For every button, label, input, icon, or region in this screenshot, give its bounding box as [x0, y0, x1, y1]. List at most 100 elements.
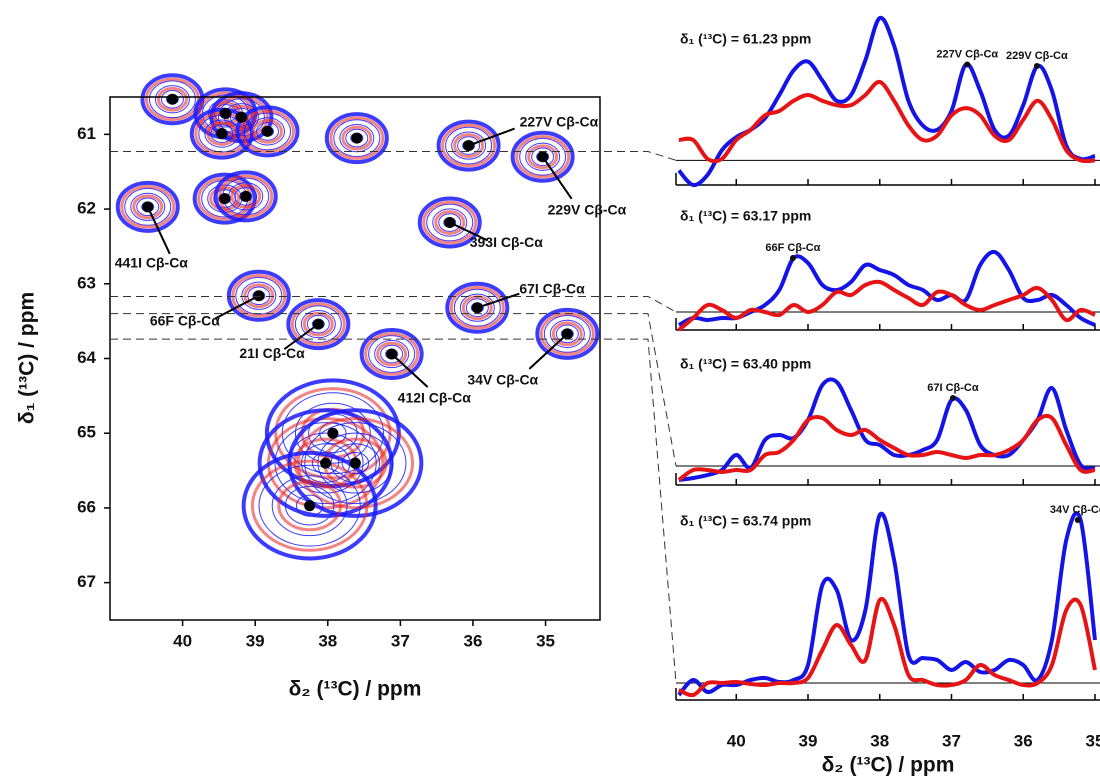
peak-dot [327, 427, 339, 439]
contour [449, 285, 505, 330]
leader-line [283, 323, 319, 350]
contour [531, 147, 555, 167]
x-tick-label: 37 [391, 631, 410, 650]
contour [243, 283, 275, 309]
peak-dot [142, 201, 154, 213]
peak-label: 34V Cβ-Cα [467, 372, 538, 388]
contour [210, 124, 234, 143]
contour [235, 105, 300, 158]
x-tick-label: 35 [1086, 731, 1100, 750]
slice-title: δ₁ (¹³C) = 63.17 ppm [680, 208, 811, 224]
contour [555, 324, 579, 344]
slice-peak-dot [964, 61, 971, 68]
contour [144, 77, 200, 122]
contour [306, 314, 330, 334]
peak-dot [471, 302, 483, 314]
leader-line [214, 294, 260, 320]
slice-peak-dot [1074, 517, 1081, 523]
spectrum-line [678, 79, 1096, 164]
spectrum-line [677, 279, 1096, 332]
peak-dot [312, 318, 324, 330]
contour [551, 321, 583, 347]
contour [290, 302, 346, 346]
contour [543, 314, 591, 353]
leader-line [468, 127, 515, 147]
slice-title: δ₁ (¹³C) = 63.40 ppm [680, 356, 811, 372]
contour [130, 192, 166, 221]
contour [376, 341, 408, 367]
contour [459, 293, 495, 322]
contour [445, 281, 510, 334]
y-tick-label: 64 [77, 348, 96, 367]
slice-peak-dot [1033, 62, 1040, 69]
contour [294, 305, 342, 344]
slice-peak-label: 227V Cβ-Cα [936, 48, 998, 60]
slice-x-axis-title: δ₂ (¹³C) / ppm [822, 754, 955, 777]
leader-line [146, 206, 171, 255]
peak-dot [561, 328, 573, 340]
leader-line [449, 221, 489, 242]
peak-dot [240, 190, 252, 202]
contour [339, 123, 375, 153]
contour [445, 126, 493, 165]
contour [247, 286, 271, 306]
contour [274, 422, 377, 505]
y-tick-label: 63 [77, 273, 96, 292]
leader-line [477, 292, 520, 309]
y-tick-label: 65 [77, 423, 96, 442]
contour [277, 480, 342, 532]
contour [436, 119, 501, 172]
slice-title: δ₁ (¹³C) = 63.74 ppm [680, 513, 811, 529]
peak-label: 21I Cβ-Cα [239, 345, 305, 361]
contour [250, 459, 369, 552]
contour [329, 116, 385, 160]
peak-label: 412I Cβ-Cα [398, 390, 472, 406]
contour [136, 197, 160, 217]
slice-position-line [110, 338, 677, 684]
x-tick-label: 38 [318, 631, 337, 650]
contour [438, 213, 462, 232]
contour [256, 122, 280, 141]
peak-label: 66F Cβ-Cα [150, 312, 220, 328]
peak-label: 229V Cβ-Cα [548, 201, 627, 217]
slice-title: δ₁ (¹³C) = 61.23 ppm [680, 31, 811, 47]
contour [120, 185, 176, 229]
peak-dot [349, 457, 361, 469]
x-tick-label: 36 [1014, 731, 1033, 750]
contour [284, 485, 335, 526]
contour [525, 142, 561, 171]
contour [124, 187, 172, 226]
slice-peak-label: 229V Cβ-Cα [1006, 50, 1068, 62]
spectrum-line [677, 413, 1096, 482]
y-tick-label: 67 [77, 572, 96, 591]
contour [154, 85, 190, 114]
contour [510, 130, 575, 183]
contour [317, 432, 394, 494]
contour [434, 210, 466, 235]
contour [453, 288, 501, 327]
contour [324, 112, 389, 165]
peak-label: 227V Cβ-Cα [520, 113, 599, 129]
contour [453, 133, 485, 158]
peak-label: 441I Cβ-Cα [115, 255, 189, 271]
contour [457, 136, 481, 155]
contour [230, 183, 262, 209]
peak-dot [262, 125, 274, 137]
contour [115, 180, 180, 233]
contour [257, 408, 394, 518]
contour [241, 281, 277, 310]
x-tick-label: 40 [173, 631, 192, 650]
contour [417, 196, 482, 249]
slice-peak-dot [949, 395, 956, 401]
peak-dot [320, 457, 332, 469]
contour [226, 269, 291, 322]
y-tick-label: 61 [77, 124, 96, 143]
contour [271, 475, 348, 537]
contour [241, 450, 378, 561]
slice-position-line [110, 151, 677, 161]
peak-dot [386, 348, 398, 360]
contour [465, 298, 489, 317]
leader-line [528, 333, 569, 370]
spectrum-line [677, 511, 1097, 697]
peak-dot [444, 217, 456, 229]
